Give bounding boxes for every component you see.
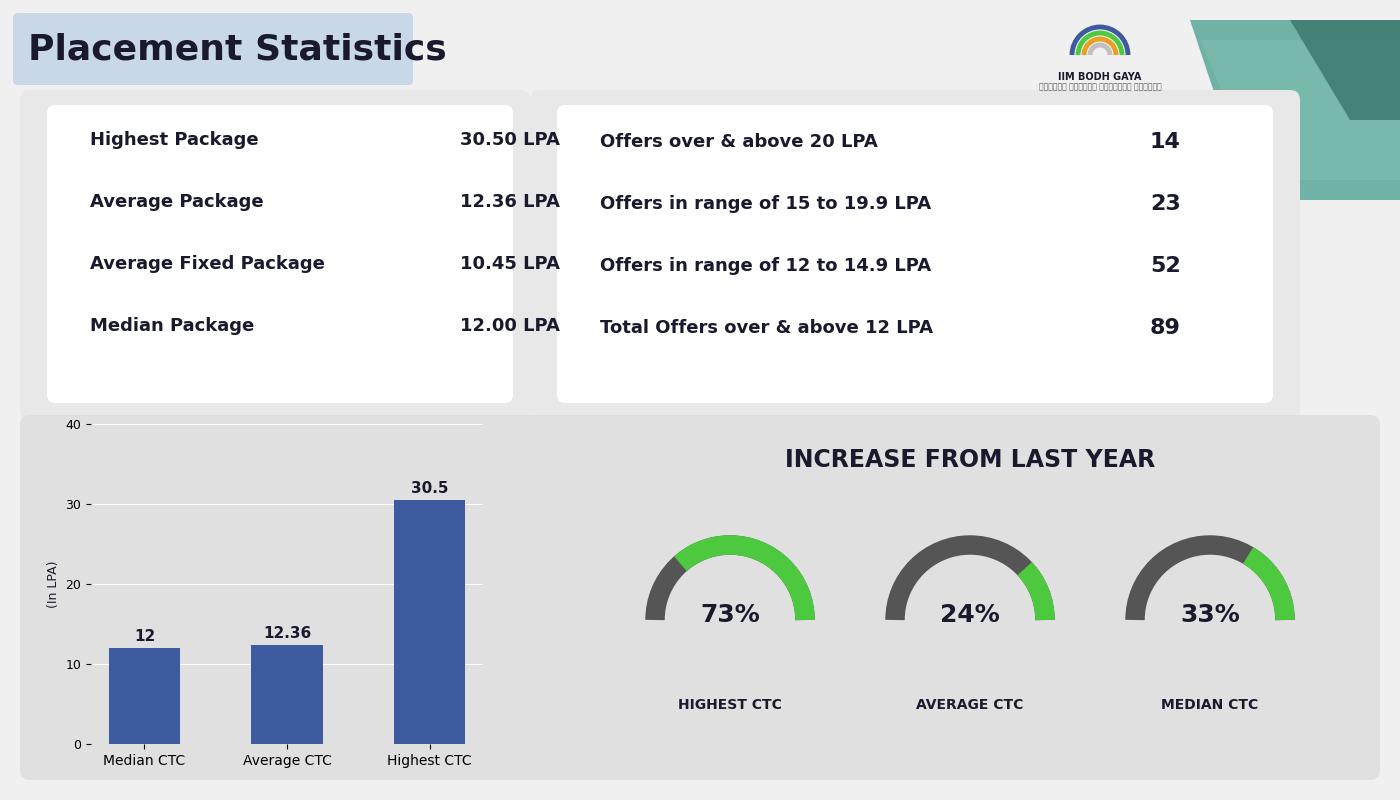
Text: Highest Package: Highest Package [90,131,259,149]
FancyBboxPatch shape [20,415,1380,780]
Text: Average Fixed Package: Average Fixed Package [90,255,325,273]
Text: 30.50 LPA: 30.50 LPA [461,131,560,149]
Text: Placement Statistics: Placement Statistics [28,32,447,66]
FancyBboxPatch shape [531,90,1301,420]
Text: 30.5: 30.5 [410,481,448,496]
Text: 23: 23 [1149,194,1180,214]
Text: 14: 14 [1149,132,1180,152]
FancyBboxPatch shape [557,105,1273,403]
Text: IIM BODH GAYA: IIM BODH GAYA [1058,72,1141,82]
Text: 12: 12 [134,629,155,644]
FancyBboxPatch shape [13,13,413,85]
Text: भारतीय प्रबंध संस्थान बोधगया: भारतीय प्रबंध संस्थान बोधगया [1039,82,1162,91]
Text: 24%: 24% [941,603,1000,627]
Text: INCREASE FROM LAST YEAR: INCREASE FROM LAST YEAR [785,448,1155,472]
Text: AVERAGE CTC: AVERAGE CTC [917,698,1023,712]
Text: Average Package: Average Package [90,193,263,211]
Text: 73%: 73% [700,603,760,627]
Bar [252,645,322,744]
Text: Offers in range of 12 to 14.9 LPA: Offers in range of 12 to 14.9 LPA [601,257,931,275]
Bar [109,648,181,744]
FancyBboxPatch shape [48,105,512,403]
Text: Median Package: Median Package [90,317,255,335]
Text: 89: 89 [1149,318,1180,338]
Polygon shape [1190,20,1400,200]
Polygon shape [1200,40,1400,180]
Text: 10.45 LPA: 10.45 LPA [461,255,560,273]
Y-axis label: (In LPA): (In LPA) [46,560,60,608]
Bar [393,500,465,744]
Text: 12.00 LPA: 12.00 LPA [461,317,560,335]
Text: 12.36: 12.36 [263,626,311,641]
Text: Total Offers over & above 12 LPA: Total Offers over & above 12 LPA [601,319,932,337]
Text: Offers in range of 15 to 19.9 LPA: Offers in range of 15 to 19.9 LPA [601,195,931,213]
Text: 52: 52 [1149,256,1180,276]
Text: MEDIAN CTC: MEDIAN CTC [1162,698,1259,712]
FancyBboxPatch shape [20,90,531,420]
Text: 33%: 33% [1180,603,1240,627]
Polygon shape [1289,20,1400,120]
Text: Offers over & above 20 LPA: Offers over & above 20 LPA [601,133,878,151]
Text: HIGHEST CTC: HIGHEST CTC [678,698,783,712]
Text: 12.36 LPA: 12.36 LPA [461,193,560,211]
